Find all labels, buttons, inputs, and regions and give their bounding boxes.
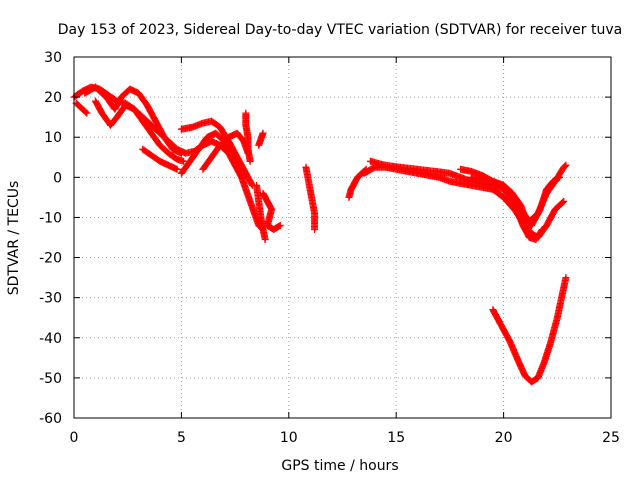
y-tick-label: -30 <box>39 291 62 307</box>
y-axis-label: SDTVAR / TECUs <box>6 181 22 296</box>
data-point <box>555 173 563 181</box>
series-track-f <box>177 129 246 177</box>
data-point <box>180 157 188 165</box>
data-point <box>554 174 562 182</box>
series-track-s <box>489 274 570 386</box>
series-track-b <box>81 83 185 157</box>
series-track-c <box>91 97 188 165</box>
y-tick-label: -20 <box>39 251 62 267</box>
y-tick-label: 20 <box>44 90 62 106</box>
x-tick-label: 5 <box>177 430 186 446</box>
series-track-r <box>467 173 563 229</box>
data-point <box>537 227 545 235</box>
y-tick-label: -50 <box>39 371 62 387</box>
y-tick-label: 30 <box>44 50 62 66</box>
data-point <box>83 109 91 117</box>
axis-ticks: 0 5 10 15 20 25 -60 -50 -40 -30 -20 -10 0 10 20 30 <box>39 50 620 446</box>
data-point <box>261 236 269 244</box>
y-tick-label: 0 <box>53 170 62 186</box>
y-tick-label: -60 <box>39 411 62 427</box>
series-track-l <box>259 189 284 233</box>
x-tick-label: 25 <box>602 430 620 446</box>
plot-frame <box>73 56 612 419</box>
data-point <box>237 164 245 172</box>
series-track-p <box>366 157 546 244</box>
x-tick-label: 15 <box>387 430 405 446</box>
x-tick-label: 10 <box>280 430 298 446</box>
series-track-d <box>72 99 91 117</box>
x-tick-label: 0 <box>70 430 79 446</box>
data-point <box>173 165 181 173</box>
data-point <box>238 165 246 173</box>
series-track-j <box>253 181 269 244</box>
y-tick-label: 10 <box>44 130 62 146</box>
y-tick-label: -40 <box>39 331 62 347</box>
data-point <box>275 222 283 230</box>
data-point <box>276 221 284 229</box>
series-track-m <box>302 163 319 233</box>
data-point <box>560 197 568 205</box>
data-point <box>246 157 254 165</box>
data-point <box>561 162 569 170</box>
data-point <box>538 225 546 233</box>
data-point <box>311 225 319 233</box>
x-axis-label: GPS time / hours <box>281 458 398 474</box>
data-marks <box>70 83 570 386</box>
data-point <box>562 274 570 282</box>
data-point <box>562 161 570 169</box>
series-track-i <box>242 109 254 165</box>
series-track-g <box>139 145 181 173</box>
series-track-k <box>255 129 267 149</box>
data-point <box>559 198 567 206</box>
x-tick-label: 20 <box>495 430 513 446</box>
grid <box>74 57 611 418</box>
y-tick-label: -10 <box>39 210 62 226</box>
data-point <box>259 129 267 137</box>
data-point <box>177 149 185 157</box>
chart-title: Day 153 of 2023, Sidereal Day-to-day VTE… <box>58 22 622 38</box>
data-point <box>82 108 90 116</box>
